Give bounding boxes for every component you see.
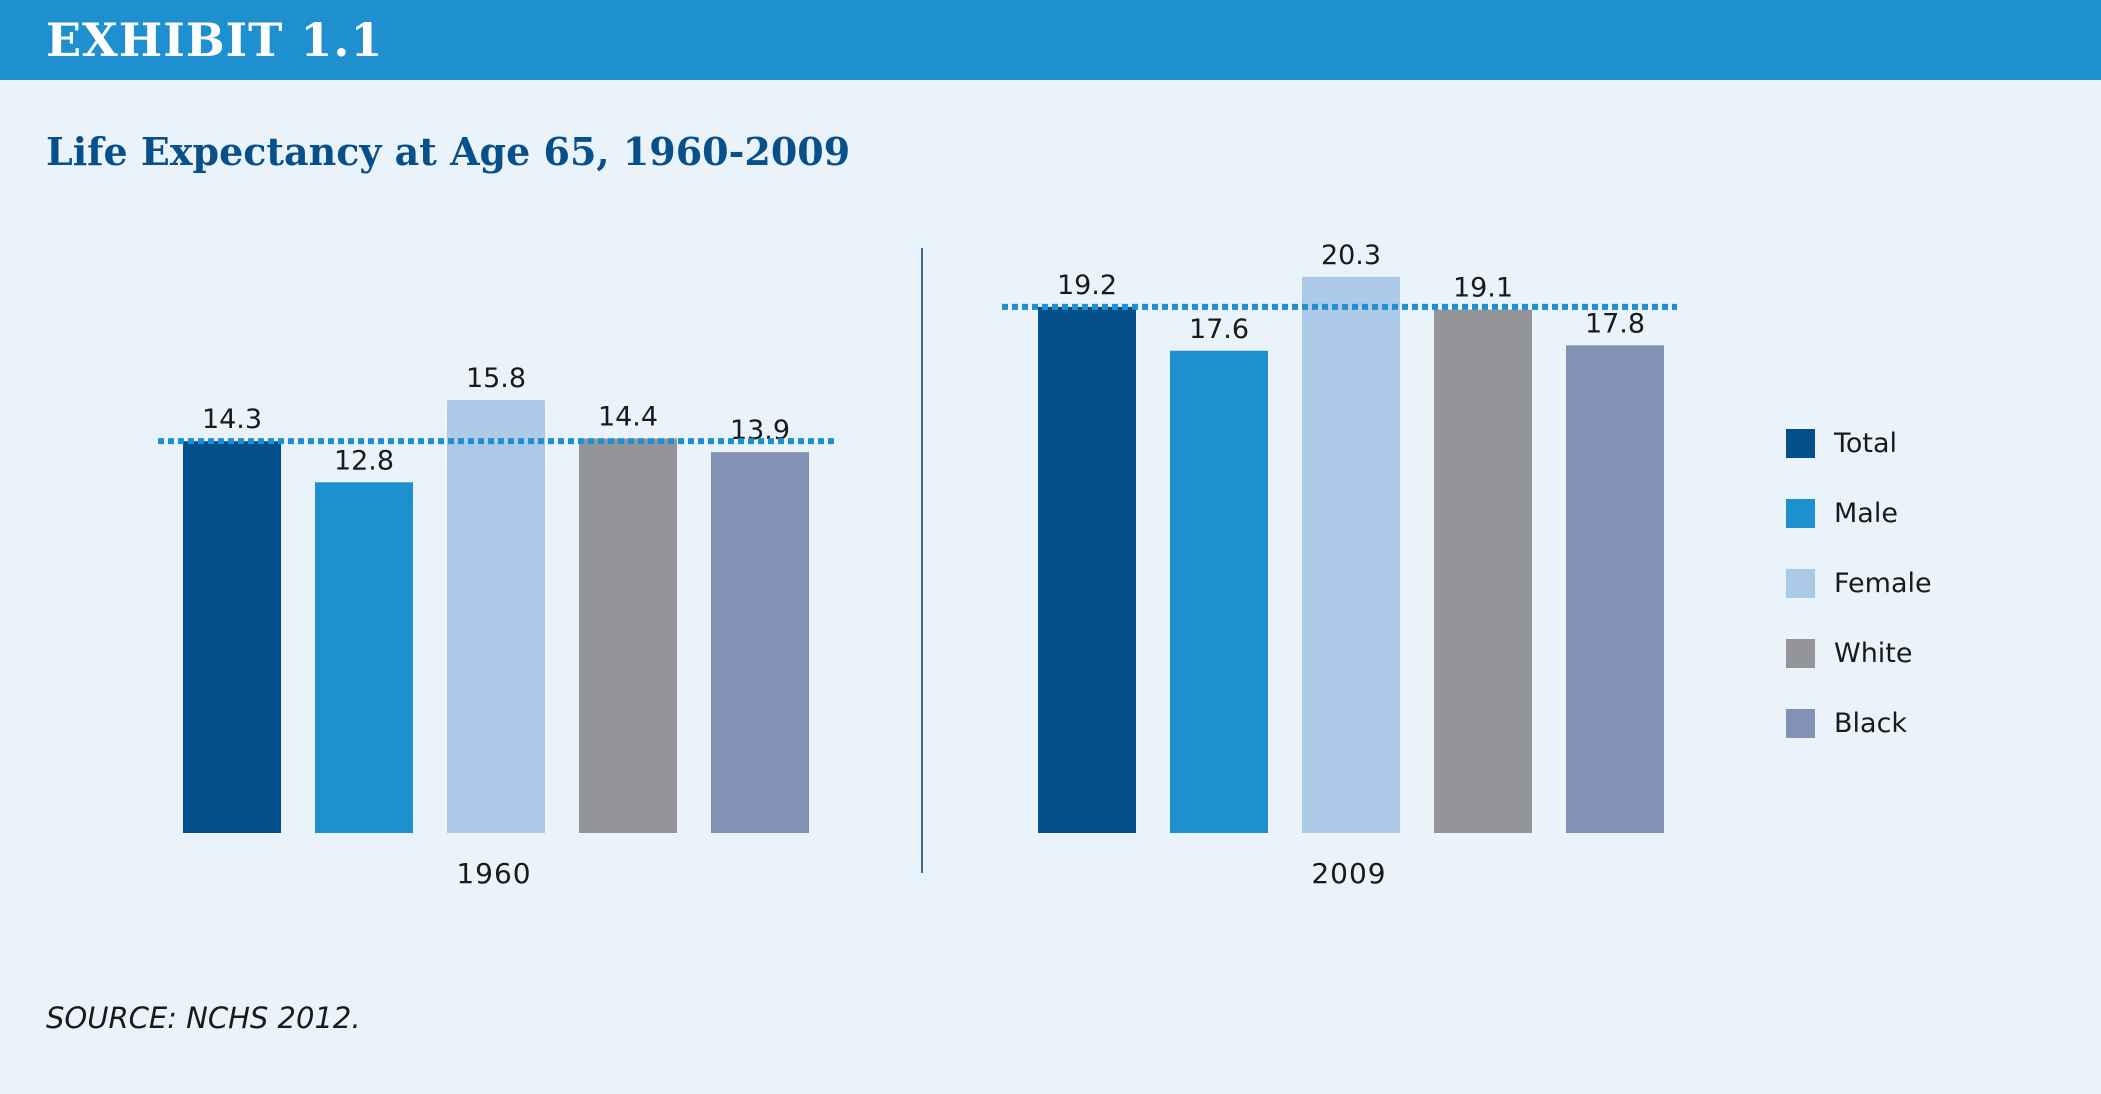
legend-swatch-total xyxy=(1786,429,1815,458)
legend-item-white: White xyxy=(1786,634,1986,674)
category-label-2009: 2009 xyxy=(1311,857,1386,890)
source-note: SOURCE: NCHS 2012. xyxy=(46,1001,361,1035)
value-label-1960-female: 15.8 xyxy=(466,363,526,394)
legend-swatch-black xyxy=(1786,709,1815,738)
bar-1960-black xyxy=(711,452,809,833)
bar-2009-female xyxy=(1302,276,1400,833)
legend-item-black: Black xyxy=(1786,704,1986,744)
chart-title: Life Expectancy at Age 65, 1960-2009 xyxy=(46,129,851,174)
bar-2009-white xyxy=(1434,309,1532,833)
legend-item-male: Male xyxy=(1786,494,1986,534)
category-label-1960: 1960 xyxy=(456,857,531,890)
legend-label-female: Female xyxy=(1834,568,1932,599)
bar-1960-white xyxy=(579,438,677,833)
value-label-1960-total: 14.3 xyxy=(202,404,262,435)
bar-2009-male xyxy=(1170,350,1268,833)
legend-swatch-male xyxy=(1786,499,1815,528)
legend-item-female: Female xyxy=(1786,564,1986,604)
value-label-2009-male: 17.6 xyxy=(1189,314,1249,345)
value-label-1960-white: 14.4 xyxy=(598,401,658,432)
legend-swatch-white xyxy=(1786,639,1815,668)
legend-label-white: White xyxy=(1834,638,1913,669)
header-bar: EXHIBIT 1.1 xyxy=(0,0,2101,80)
legend-label-male: Male xyxy=(1834,498,1898,529)
value-label-1960-male: 12.8 xyxy=(334,445,394,476)
bar-1960-male xyxy=(315,482,413,833)
bar-2009-black xyxy=(1566,345,1664,833)
bar-2009-total xyxy=(1038,306,1136,833)
value-label-2009-white: 19.1 xyxy=(1453,273,1513,304)
legend-label-black: Black xyxy=(1834,708,1908,739)
legend-label-total: Total xyxy=(1834,428,1898,459)
exhibit-label: EXHIBIT 1.1 xyxy=(46,13,384,67)
legend-swatch-female xyxy=(1786,569,1815,598)
value-label-2009-female: 20.3 xyxy=(1321,240,1381,271)
bar-1960-female xyxy=(447,400,545,833)
bar-1960-total xyxy=(183,441,281,833)
legend-item-total: Total xyxy=(1786,424,1986,464)
value-label-2009-black: 17.8 xyxy=(1585,308,1645,339)
value-label-2009-total: 19.2 xyxy=(1057,270,1117,301)
